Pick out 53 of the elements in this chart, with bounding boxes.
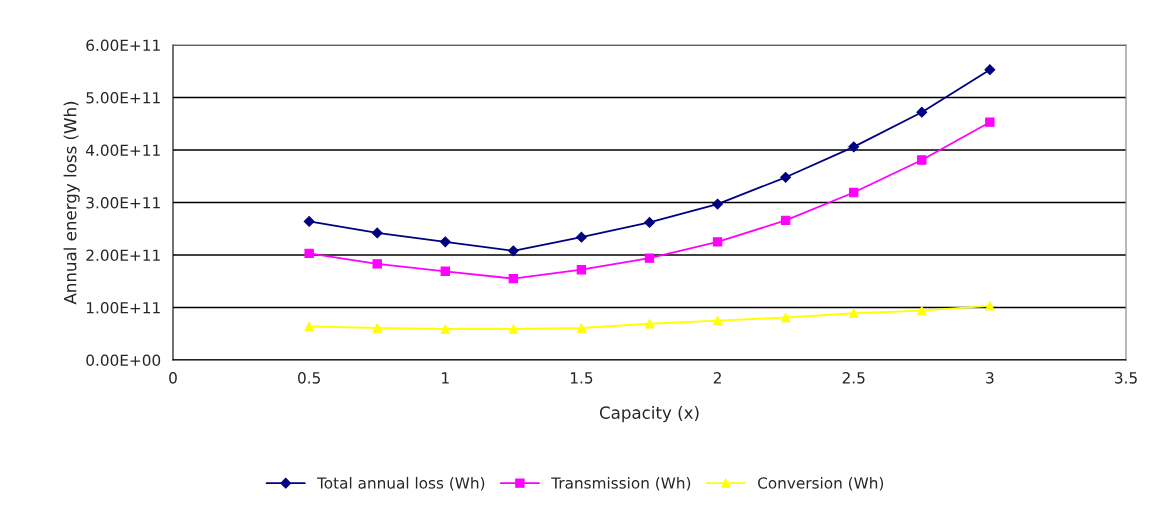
point xyxy=(576,265,587,275)
y-tick-label: 4.00E+11 xyxy=(86,144,160,157)
y-tick-label: 2.00E+11 xyxy=(86,249,160,262)
x-axis-title: Capacity (x) xyxy=(599,406,699,423)
point xyxy=(507,245,519,257)
point xyxy=(780,312,791,323)
legend-label: Conversion (Wh) xyxy=(758,476,884,491)
point xyxy=(712,237,723,247)
point xyxy=(576,231,587,243)
point xyxy=(304,321,314,332)
point xyxy=(849,187,859,198)
point xyxy=(985,301,995,311)
point xyxy=(508,273,519,284)
y-tick-label: 1.00E+11 xyxy=(86,301,160,314)
y-axis-title: Annual energy loss (Wh) xyxy=(63,101,80,305)
point xyxy=(780,215,791,226)
x-tick-label: 1.5 xyxy=(570,372,593,384)
point xyxy=(439,236,451,248)
point xyxy=(985,117,995,127)
point xyxy=(849,308,859,318)
point xyxy=(440,266,450,276)
point xyxy=(848,141,860,153)
y-tick-label: 0.00E+00 xyxy=(86,354,161,367)
x-tick-label: 1 xyxy=(442,372,449,384)
point xyxy=(712,198,723,210)
x-tick-label: 2 xyxy=(713,372,721,384)
x-tick-label: 2.5 xyxy=(842,372,865,384)
y-tick-label: 6.00E+11 xyxy=(86,39,160,52)
x-tick-label: 3.5 xyxy=(1115,372,1137,384)
point xyxy=(712,315,723,326)
point xyxy=(576,323,587,333)
x-tick-label: 0 xyxy=(169,372,177,384)
legend-label: Total annual loss (Wh) xyxy=(317,476,485,491)
point xyxy=(644,217,655,228)
y-tick-label: 3.00E+11 xyxy=(86,196,160,209)
y-tick-label: 5.00E+11 xyxy=(86,91,160,104)
point xyxy=(440,324,450,334)
point xyxy=(508,324,519,334)
point xyxy=(644,253,655,263)
point xyxy=(916,106,928,118)
point xyxy=(917,305,927,316)
point xyxy=(644,319,655,329)
point xyxy=(780,171,792,183)
point xyxy=(984,64,996,76)
x-tick-label: 3 xyxy=(986,372,994,384)
point xyxy=(371,227,383,239)
legend-label: Transmission (Wh) xyxy=(551,476,691,491)
point xyxy=(303,215,315,227)
point xyxy=(304,248,314,259)
x-tick-label: 0.5 xyxy=(298,372,320,384)
point xyxy=(372,323,382,333)
point xyxy=(372,259,382,269)
point xyxy=(917,155,927,165)
